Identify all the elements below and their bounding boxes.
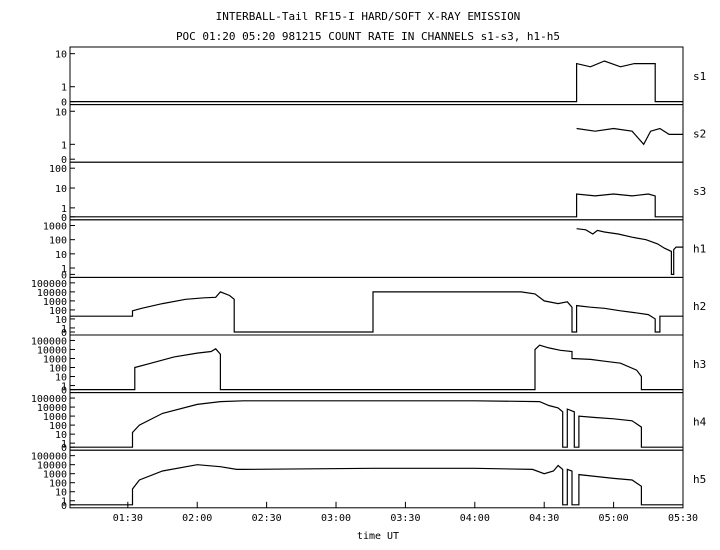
panel-frame-h2 xyxy=(69,276,684,336)
y-tick-label: 0 xyxy=(61,98,67,109)
y-tick-label: 1000 xyxy=(43,354,67,365)
y-tick-label: 1 xyxy=(61,140,67,151)
x-tick-label: 04:30 xyxy=(529,513,559,524)
series-line-s3 xyxy=(70,193,683,218)
y-tick-label: 1000 xyxy=(43,297,67,308)
y-tick-label: 1 xyxy=(61,83,67,94)
y-tick-label: 100 xyxy=(49,164,67,175)
y-tick-label: 1 xyxy=(61,497,67,508)
y-tick-label: 100000 xyxy=(31,452,67,463)
series-line-h5 xyxy=(70,464,683,506)
series-line-h4 xyxy=(70,400,683,448)
x-tick-label: 02:30 xyxy=(252,513,282,524)
y-tick-label: 100 xyxy=(49,306,67,317)
y-tick-label: 10 xyxy=(55,488,67,499)
y-tick-label: 100000 xyxy=(31,394,67,405)
x-tick-label: 04:00 xyxy=(460,513,490,524)
y-tick-label: 100 xyxy=(49,236,67,247)
panel-frame-h5 xyxy=(69,449,684,509)
series-line-h1 xyxy=(576,228,683,275)
series-line-h3 xyxy=(70,344,683,391)
y-tick-label: 1 xyxy=(61,439,67,450)
y-tick-label: 100 xyxy=(49,421,67,432)
y-tick-label: 10 xyxy=(55,373,67,384)
panel-label-h4: h4 xyxy=(693,415,707,428)
x-axis-label: time UT xyxy=(357,531,399,542)
y-tick-label: 1 xyxy=(61,204,67,215)
y-tick-label: 10000 xyxy=(37,403,67,414)
x-tick-label: 05:00 xyxy=(599,513,629,524)
y-tick-label: 100 xyxy=(49,364,67,375)
panel-label-h2: h2 xyxy=(693,300,706,313)
panel-label-s3: s3 xyxy=(693,185,706,198)
y-tick-label: 0 xyxy=(61,443,67,454)
y-tick-label: 0 xyxy=(61,501,67,512)
chart-subtitle: POC 01:20 05:20 981215 COUNT RATE IN CHA… xyxy=(176,30,560,43)
y-tick-label: 10 xyxy=(55,315,67,326)
panel-frame-h3 xyxy=(69,334,684,394)
x-axis-ticks: 01:30 02:00 02:30 03:00 03:30 04:00 04:30 05:00… xyxy=(113,501,698,524)
panel-label-h3: h3 xyxy=(693,358,706,371)
y-tick-label: 10 xyxy=(55,430,67,441)
y-tick-label: 100000 xyxy=(31,336,67,347)
y-tick-label: 0 xyxy=(61,270,67,281)
y-tick-label: 0 xyxy=(61,213,67,224)
series-line-s2 xyxy=(576,127,683,146)
panel-label-h1: h1 xyxy=(693,243,706,256)
x-tick-label: 03:30 xyxy=(390,513,420,524)
y-tick-label: 1 xyxy=(61,264,67,275)
series-line-s1 xyxy=(70,60,683,103)
y-tick-label: 10 xyxy=(55,50,67,61)
panel-label-s2: s2 xyxy=(693,127,706,140)
y-tick-label: 1 xyxy=(61,324,67,335)
panel-frame-s1 xyxy=(69,46,684,106)
y-tick-label: 100 xyxy=(49,479,67,490)
y-tick-label: 10 xyxy=(55,107,67,118)
y-tick-label: 1000 xyxy=(43,412,67,423)
panel-frame-s2 xyxy=(69,104,684,163)
panel-group: 1010s11010s21001010s310001001010h1100000… xyxy=(31,46,707,512)
panel-frame-s3 xyxy=(69,161,684,221)
y-tick-label: 10000 xyxy=(37,288,67,299)
x-tick-label: 02:00 xyxy=(182,513,212,524)
y-tick-label: 1 xyxy=(61,382,67,393)
x-tick-label: 03:00 xyxy=(321,513,351,524)
y-tick-label: 10 xyxy=(55,184,67,195)
y-tick-label: 10000 xyxy=(37,345,67,356)
chart-title: INTERBALL-Tail RF15-I HARD/SOFT X-RAY EM… xyxy=(216,10,521,23)
panel-h1: 1000 100 10 10 h1 xyxy=(43,219,706,281)
y-tick-label: 10 xyxy=(55,250,67,261)
panel-frame-h1 xyxy=(69,219,684,278)
panel-label-s1: s1 xyxy=(693,70,706,83)
y-tick-label: 0 xyxy=(61,328,67,339)
panel-s3: 100 10 10 s3 xyxy=(49,161,706,224)
y-tick-label: 1000 xyxy=(43,470,67,481)
y-tick-label: 0 xyxy=(61,155,67,166)
x-tick-label: 01:30 xyxy=(113,513,143,524)
panel-label-h5: h5 xyxy=(693,473,706,486)
y-tick-label: 0 xyxy=(61,386,67,397)
y-tick-label: 100000 xyxy=(31,279,67,290)
y-tick-label: 1000 xyxy=(43,222,67,233)
x-tick-label: 05:30 xyxy=(668,513,698,524)
series-line-h2 xyxy=(70,291,683,333)
y-tick-label: 10000 xyxy=(37,461,67,472)
